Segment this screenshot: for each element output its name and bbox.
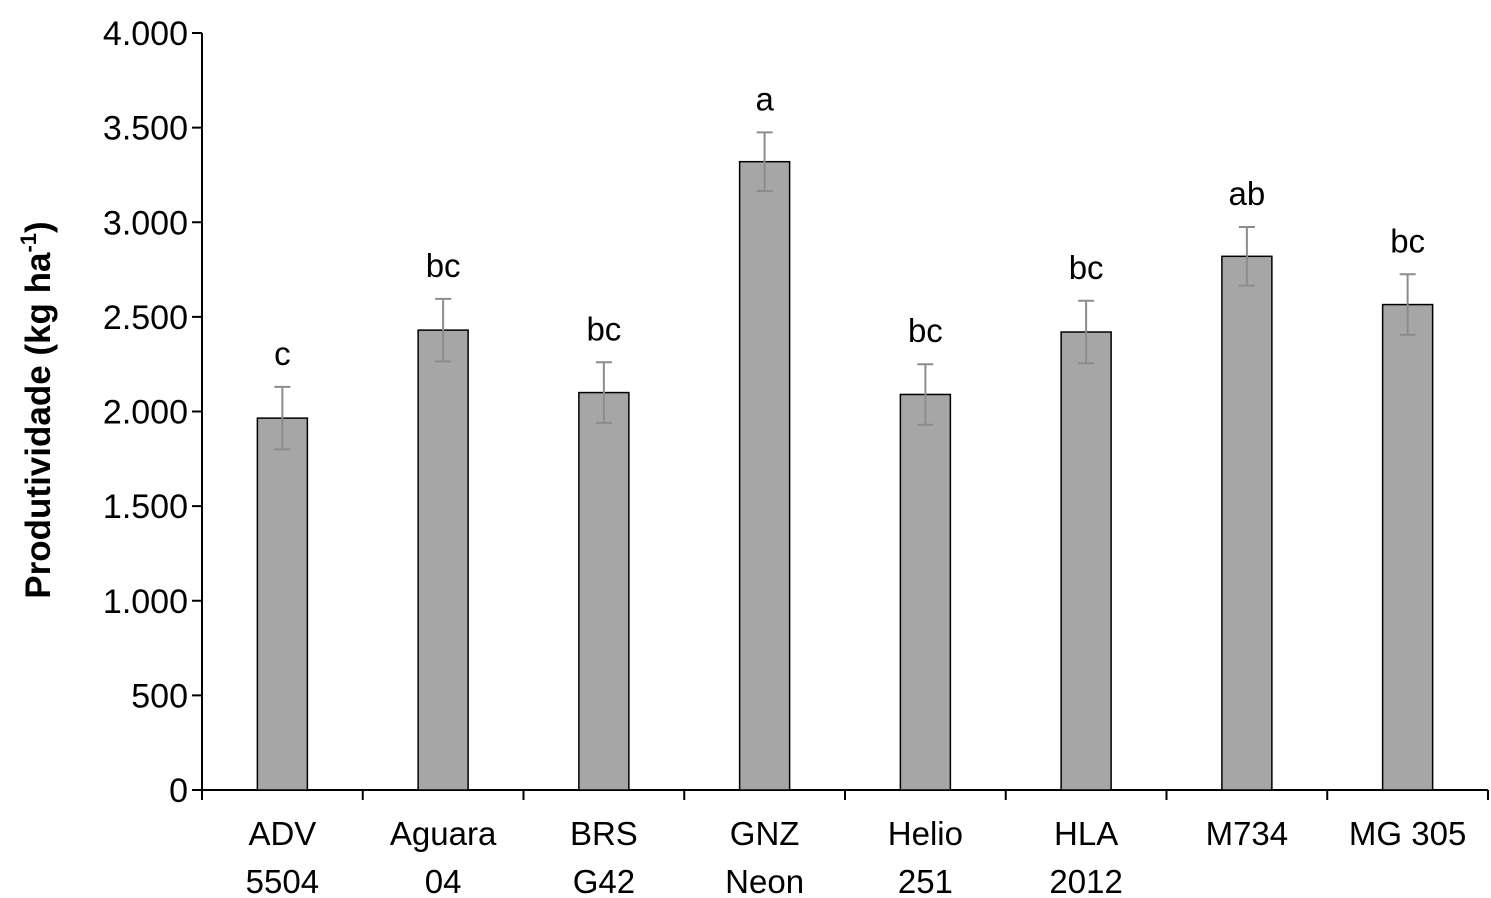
bar xyxy=(417,329,469,791)
bar xyxy=(1060,331,1112,791)
bar xyxy=(1381,303,1434,791)
significance-label: bc xyxy=(426,247,461,284)
x-tick-label: ADV xyxy=(248,815,316,852)
significance-label: bc xyxy=(1390,222,1425,259)
y-tick-label: 3.500 xyxy=(103,110,188,148)
x-tick-label: HLA xyxy=(1054,815,1118,852)
bar xyxy=(738,160,791,791)
x-tick-label: 04 xyxy=(425,863,462,898)
y-tick-label: 1.500 xyxy=(103,488,188,526)
x-tick-label: 2012 xyxy=(1049,863,1122,898)
x-tick-label: 5504 xyxy=(246,863,319,898)
y-tick-label: 0 xyxy=(169,772,188,810)
bar xyxy=(1221,255,1273,791)
y-tick-label: 1.000 xyxy=(103,583,188,621)
bar xyxy=(578,391,630,791)
x-tick-label: Neon xyxy=(725,863,804,898)
x-tick-label: M734 xyxy=(1206,815,1289,852)
significance-label: bc xyxy=(586,310,621,347)
y-axis-label: Produtividade (kg ha-1) xyxy=(16,221,58,598)
x-tick-label: 251 xyxy=(898,863,953,898)
y-axis-label-superscript: -1 xyxy=(16,233,41,253)
y-tick-label: 3.000 xyxy=(103,204,188,242)
x-tick-label: Aguara xyxy=(390,815,497,852)
significance-label: bc xyxy=(908,312,943,349)
svg-text:Produtividade (kg ha-1): Produtividade (kg ha-1) xyxy=(16,221,58,598)
x-tick-label: MG 305 xyxy=(1349,815,1466,852)
significance-label: c xyxy=(274,335,291,372)
y-axis-label-text: Produtividade (kg ha xyxy=(19,252,58,599)
x-tick-label: G42 xyxy=(573,863,635,898)
x-tick-label: GNZ xyxy=(730,815,800,852)
y-tick-label: 2.500 xyxy=(103,299,188,337)
y-tick-label: 4.000 xyxy=(103,15,188,53)
bar xyxy=(899,393,952,791)
x-tick-label: BRS xyxy=(570,815,638,852)
plot-area: 0 500 1.000 1.500 2.000 2.500 3.000 3.500 4.000 c… xyxy=(103,15,1489,898)
bar xyxy=(256,417,309,791)
significance-label: a xyxy=(755,80,774,117)
y-tick-label: 500 xyxy=(131,677,188,715)
significance-label: ab xyxy=(1229,175,1266,212)
y-axis-label-close: ) xyxy=(19,221,58,233)
significance-label: bc xyxy=(1069,249,1104,286)
y-tick-label: 2.000 xyxy=(103,394,188,432)
x-tick-label: Helio xyxy=(888,815,963,852)
